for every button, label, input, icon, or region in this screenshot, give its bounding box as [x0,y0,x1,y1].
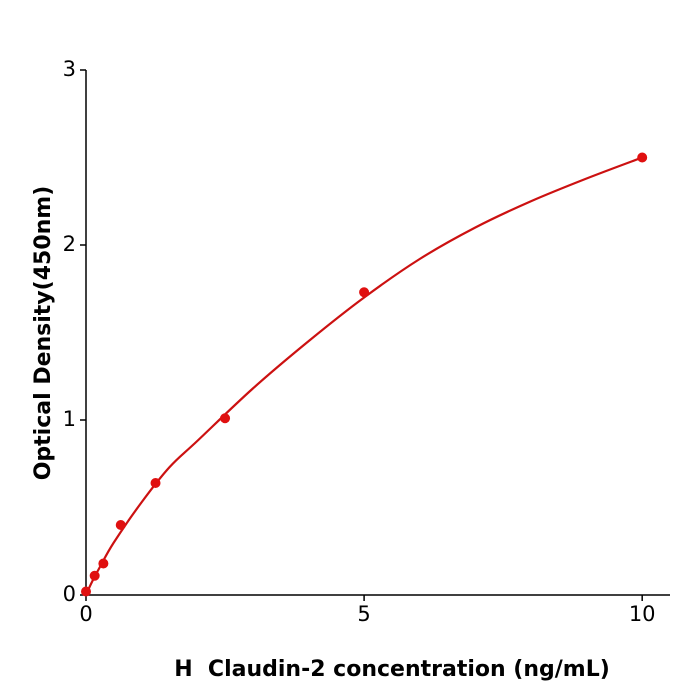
y-axis-label: Optical Density(450nm) [31,186,56,481]
data-point [220,413,231,424]
data-point [359,287,370,298]
x-tick-label: 0 [79,602,92,626]
y-tick-label: 3 [63,57,76,81]
data-point [89,570,100,581]
x-axis-label: H Claudin-2 concentration (ng/mL) [174,657,610,682]
data-point [81,586,91,597]
data-point [637,152,648,163]
y-tick-label: 2 [63,232,76,256]
data-point [150,478,161,488]
y-tick-label: 1 [63,407,76,431]
x-tick-label: 5 [357,602,370,626]
x-tick-label: 10 [629,602,656,626]
data-point [115,520,126,530]
data-point [98,558,109,569]
y-tick-label: 0 [63,582,76,606]
fit-curve [84,156,643,596]
